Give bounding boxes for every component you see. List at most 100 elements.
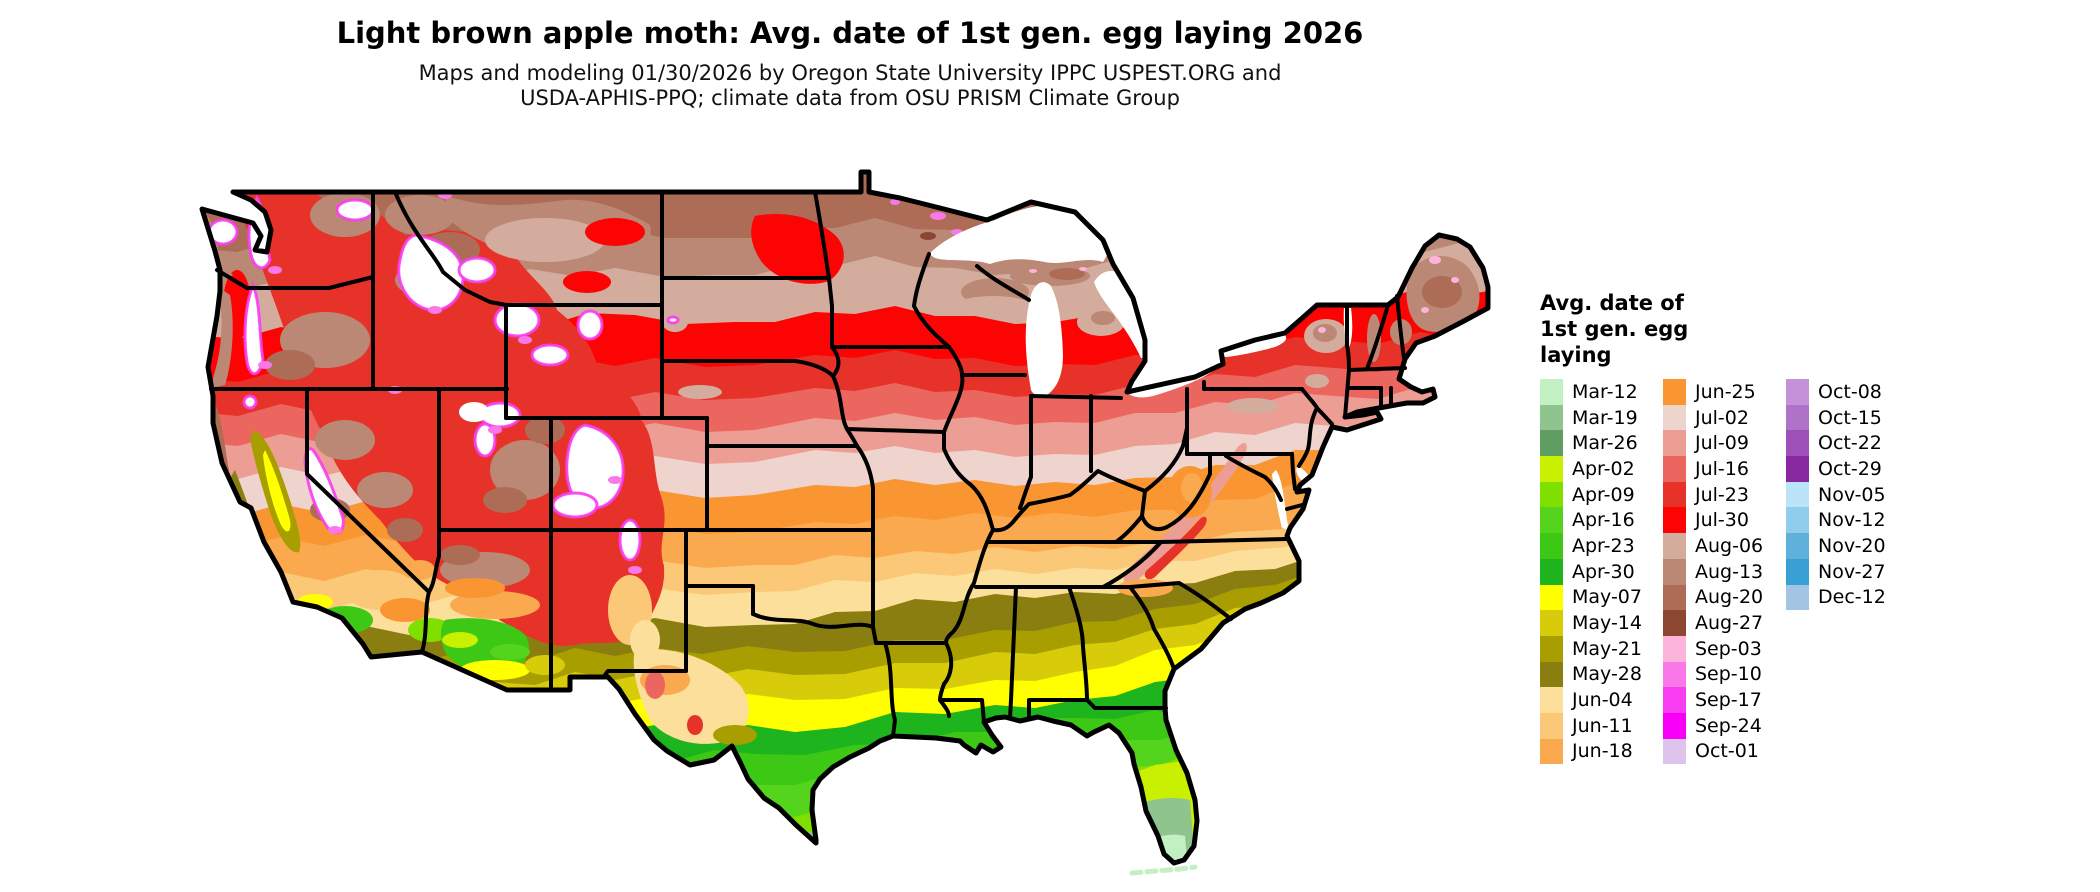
legend-entry-label: Oct-29	[1818, 457, 1882, 480]
legend-entry-label: Oct-08	[1818, 380, 1882, 403]
legend-entry-label: Dec-12	[1818, 586, 1886, 609]
legend-entry-label: Aug-13	[1695, 560, 1764, 583]
legend-entry: Nov-27	[1786, 558, 1892, 585]
legend-swatch	[1663, 404, 1686, 431]
legend-entry: Oct-08	[1786, 379, 1892, 405]
legend-entry-label: Sep-03	[1695, 637, 1762, 660]
legend-entry: Oct-15	[1786, 404, 1892, 431]
legend-entry-label: Jul-09	[1695, 432, 1749, 455]
legend-entry-label: Nov-05	[1818, 483, 1886, 506]
legend-entry: Aug-27	[1663, 610, 1769, 636]
legend-entry-label: Jul-23	[1695, 483, 1749, 506]
legend-swatch	[1786, 558, 1809, 585]
legend-entry-label: Jun-18	[1572, 740, 1633, 763]
legend-swatch	[1663, 533, 1686, 559]
legend-entry: May-07	[1540, 584, 1646, 611]
legend-entry: Aug-06	[1663, 533, 1769, 559]
legend-entry: Mar-26	[1540, 430, 1646, 457]
legend-swatch	[1663, 661, 1686, 688]
legend-swatch	[1786, 533, 1809, 559]
legend-entry-label: Oct-22	[1818, 432, 1882, 455]
legend-entry: Jul-23	[1663, 481, 1769, 508]
legend-swatch	[1663, 558, 1686, 585]
legend-entry-label: Jun-04	[1572, 689, 1633, 712]
subtitle-line-1: Maps and modeling 01/30/2026 by Oregon S…	[418, 61, 1282, 85]
legend-entry-label: Aug-20	[1695, 586, 1764, 609]
legend-entry-label: Jul-30	[1695, 509, 1749, 532]
legend-entry: Jun-11	[1540, 712, 1646, 739]
legend-entry: May-21	[1540, 635, 1646, 662]
legend-swatch	[1786, 584, 1809, 611]
legend-swatch	[1786, 404, 1809, 431]
legend-swatch	[1663, 584, 1686, 611]
legend-swatch	[1540, 687, 1563, 713]
legend-entry-label: Sep-10	[1695, 663, 1762, 686]
legend-entry-label: Sep-17	[1695, 689, 1762, 712]
state-borders	[209, 190, 1407, 738]
legend-swatch	[1540, 507, 1563, 534]
legend-entry: Jun-18	[1540, 738, 1646, 765]
legend-entry-label: Nov-27	[1818, 560, 1886, 583]
legend-entry-label: Jun-11	[1572, 714, 1633, 737]
us-choropleth-map	[199, 169, 1491, 876]
legend-entry-label: Jul-02	[1695, 406, 1749, 429]
legend-entry-label: Oct-15	[1818, 406, 1882, 429]
legend-swatch	[1786, 430, 1809, 457]
legend-entry-label: Apr-02	[1572, 457, 1635, 480]
legend-entry: Sep-10	[1663, 661, 1769, 688]
legend-entry-label: Sep-24	[1695, 714, 1762, 737]
legend-entry-label: Nov-12	[1818, 509, 1886, 532]
legend-entry-label: Oct-01	[1695, 740, 1759, 763]
legend-entry: Jul-16	[1663, 456, 1769, 482]
legend-entry-label: May-14	[1572, 612, 1642, 635]
map-fill-layers	[202, 172, 1488, 863]
legend-entry: Aug-13	[1663, 558, 1769, 585]
legend-entry-label: May-28	[1572, 663, 1642, 686]
legend-swatch	[1540, 533, 1563, 559]
legend-entry-label: May-21	[1572, 637, 1642, 660]
legend-swatch	[1786, 481, 1809, 508]
legend-entry-label: Aug-06	[1695, 534, 1764, 557]
legend-swatch	[1786, 507, 1809, 534]
legend-swatch	[1540, 430, 1563, 457]
legend-swatch	[1663, 507, 1686, 534]
legend-swatch	[1786, 379, 1809, 405]
legend-entry-label: Jul-16	[1695, 457, 1749, 480]
legend-swatch	[1540, 481, 1563, 508]
legend-entry-label: Jun-25	[1695, 380, 1756, 403]
legend-entry: Apr-09	[1540, 481, 1646, 508]
legend-swatch	[1786, 456, 1809, 482]
legend-entry-label: Apr-16	[1572, 509, 1635, 532]
legend-entry: Jul-09	[1663, 430, 1769, 457]
page-title: Light brown apple moth: Avg. date of 1st…	[336, 16, 1364, 50]
legend-swatch	[1663, 379, 1686, 405]
legend-swatch	[1663, 610, 1686, 636]
legend-entry-label: Apr-09	[1572, 483, 1635, 506]
legend-entry-label: Nov-20	[1818, 534, 1886, 557]
legend-swatch	[1663, 738, 1686, 765]
legend-entry: Mar-12	[1540, 379, 1646, 405]
legend-entry: Jul-30	[1663, 507, 1769, 534]
legend-swatch	[1540, 558, 1563, 585]
legend-swatch	[1540, 404, 1563, 431]
legend-entry-label: Mar-19	[1572, 406, 1638, 429]
legend-entry-label: Apr-23	[1572, 534, 1635, 557]
map-legend: Avg. date of 1st gen. egg laying Mar-12 Mar…	[1540, 290, 1892, 765]
legend-entry: Apr-02	[1540, 456, 1646, 482]
map-container	[195, 140, 1505, 892]
legend-entries: Mar-12 Mar-19 Mar-26 Apr-02 Apr-09 Apr-16 Apr-…	[1540, 379, 1892, 765]
legend-swatch	[1540, 661, 1563, 688]
legend-title: Avg. date of 1st gen. egg laying	[1540, 291, 1689, 367]
legend-swatch	[1663, 430, 1686, 457]
legend-entry: Nov-05	[1786, 481, 1892, 508]
legend-entry: Nov-20	[1786, 533, 1892, 559]
legend-swatch	[1540, 584, 1563, 611]
legend-swatch	[1663, 712, 1686, 739]
legend-entry: Jun-04	[1540, 687, 1646, 713]
legend-swatch	[1540, 738, 1563, 765]
legend-entry: Aug-20	[1663, 584, 1769, 611]
legend-entry: Sep-03	[1663, 635, 1769, 662]
legend-swatch	[1540, 635, 1563, 662]
legend-swatch	[1663, 481, 1686, 508]
